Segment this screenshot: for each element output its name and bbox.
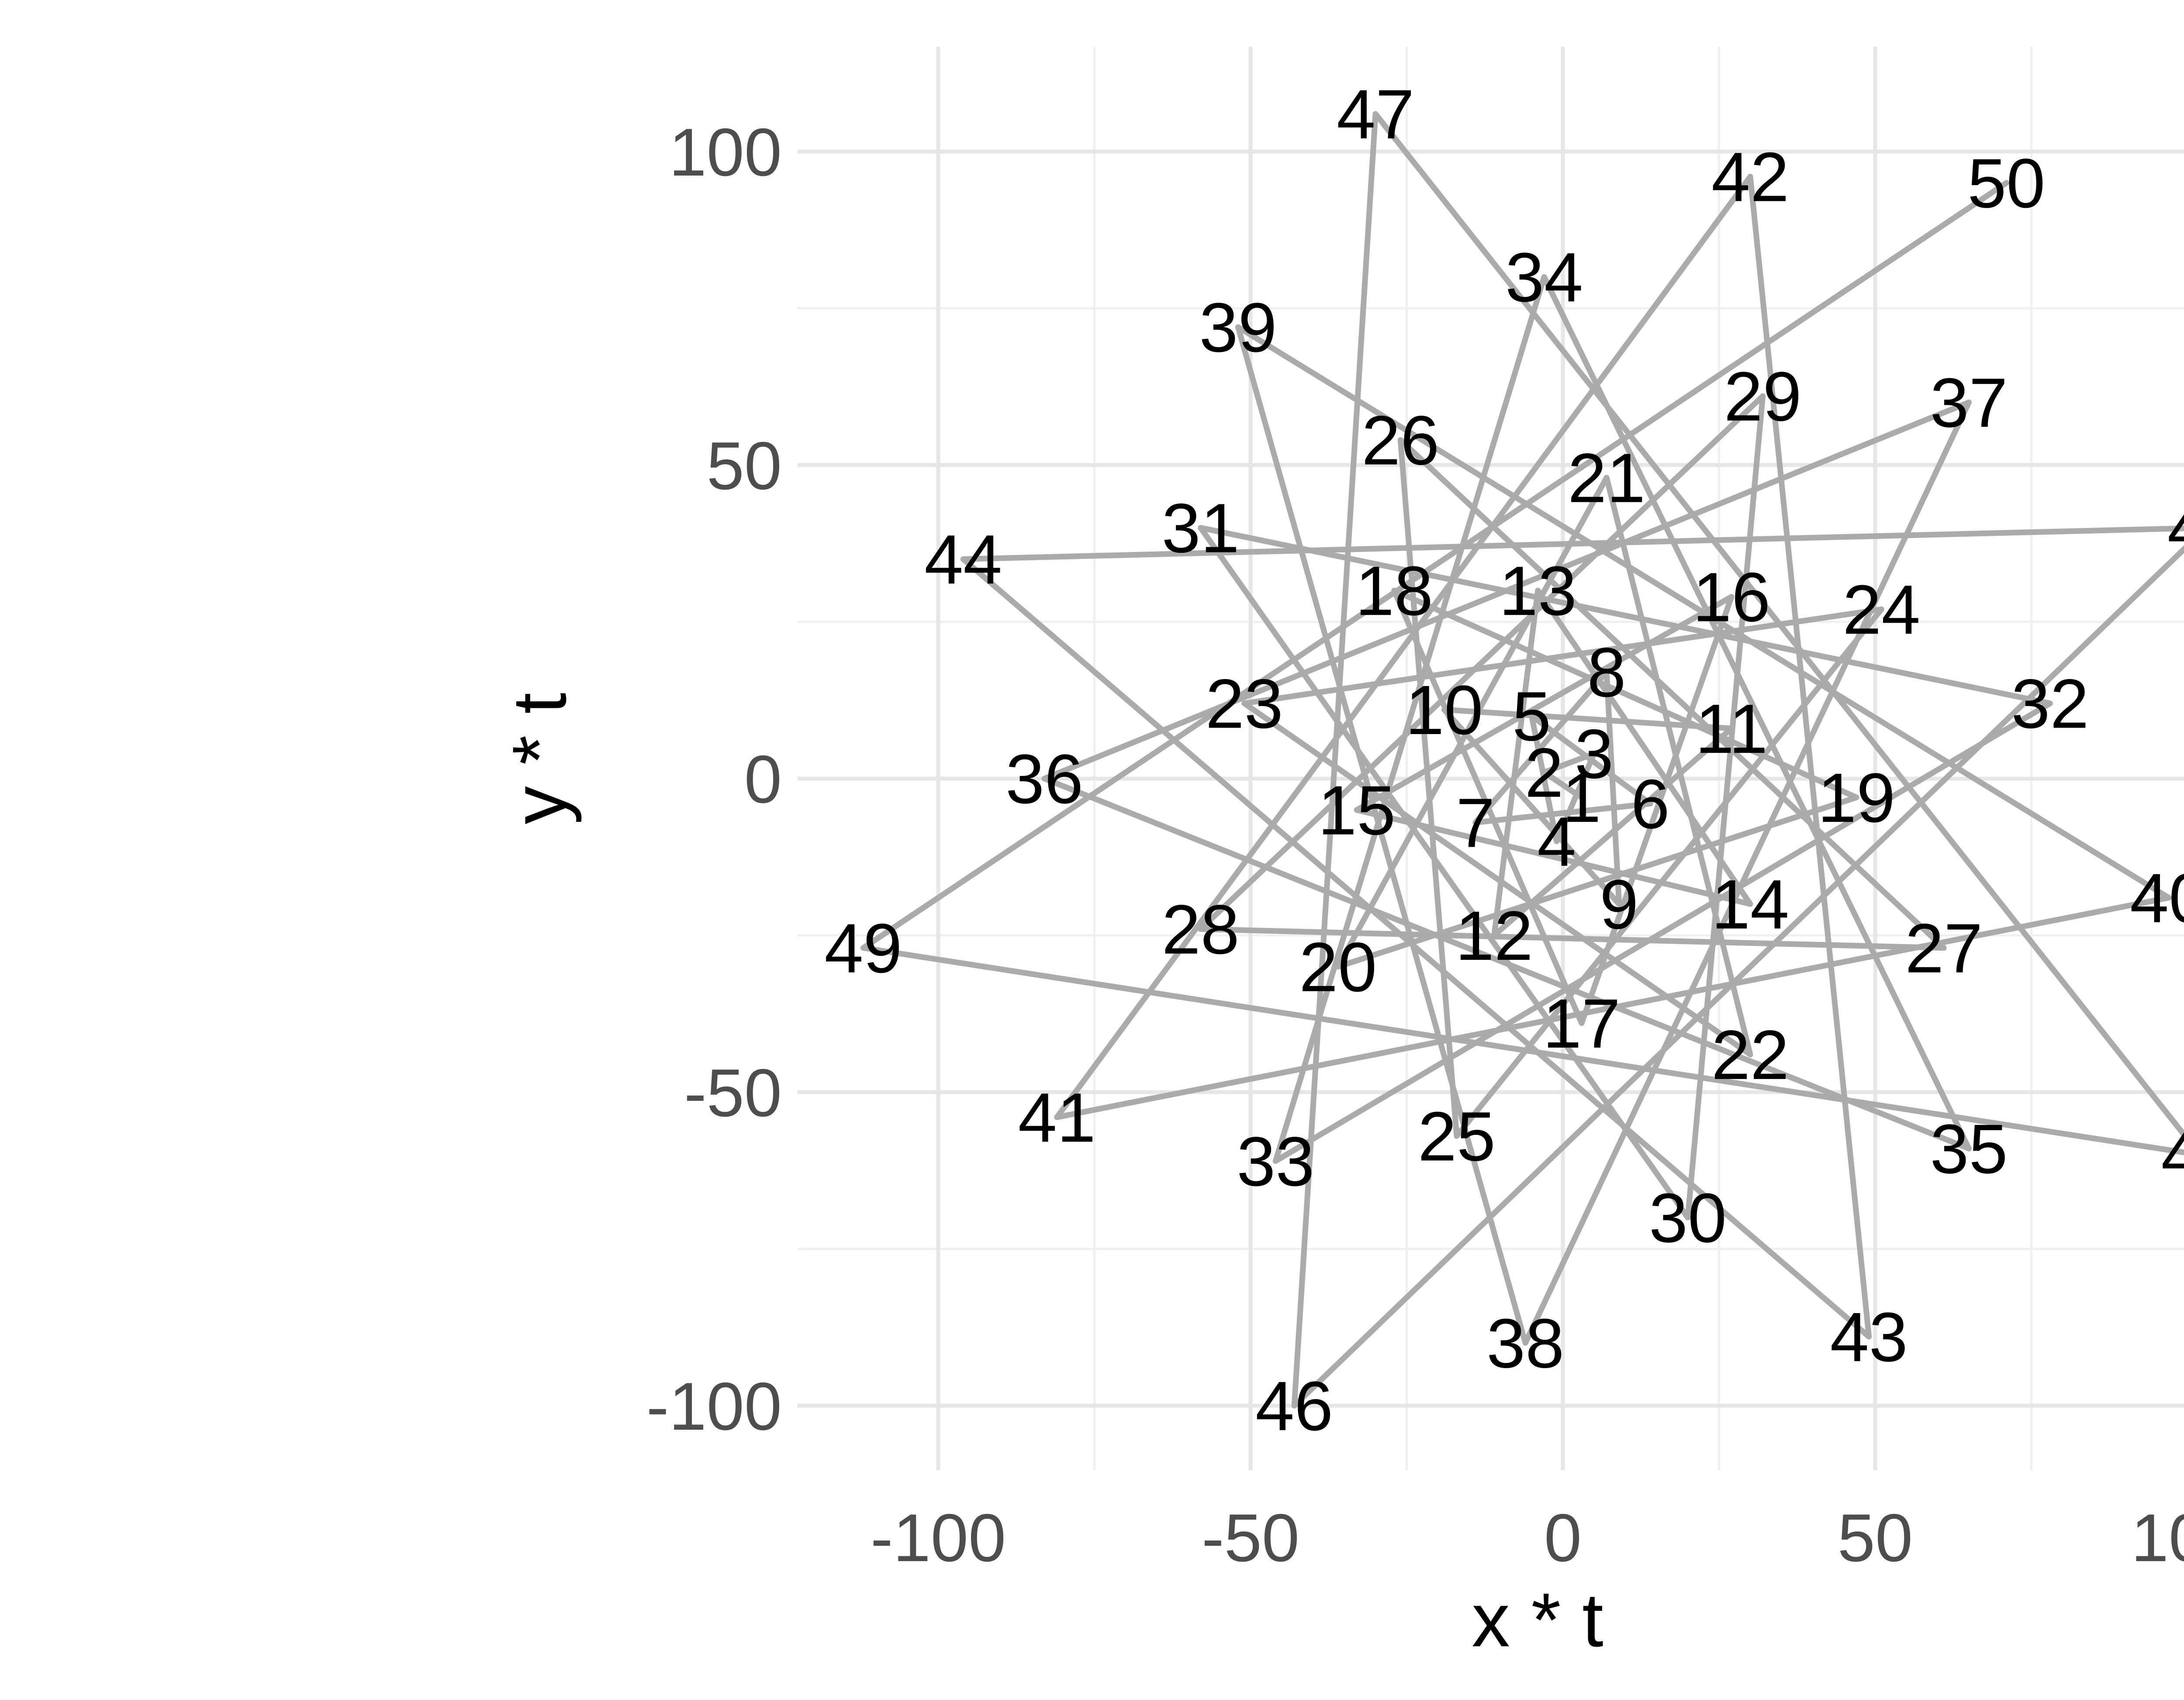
point-label-1: 1 <box>1562 759 1601 837</box>
point-label-19: 19 <box>1818 759 1895 837</box>
point-label-27: 27 <box>1905 909 1983 987</box>
point-label-37: 37 <box>1930 363 2008 441</box>
point-label-45: 45 <box>2167 489 2184 567</box>
gridlines-major <box>798 47 2184 1470</box>
point-label-40: 40 <box>2130 859 2184 937</box>
point-label-2: 2 <box>1525 734 1564 812</box>
point-label-38: 38 <box>1486 1304 1564 1382</box>
point-label-17: 17 <box>1543 984 1621 1062</box>
point-label-32: 32 <box>2011 665 2089 743</box>
point-label-13: 13 <box>1499 552 1577 630</box>
point-label-49: 49 <box>824 909 902 987</box>
x-tick-label-50: 50 <box>1838 1500 1913 1576</box>
point-label-16: 16 <box>1693 558 1770 636</box>
x-tick-label--100: -100 <box>871 1500 1006 1576</box>
y-tick-label--50: -50 <box>684 1055 782 1131</box>
spiral-path-line <box>860 111 2184 1409</box>
y-tick-label-0: 0 <box>744 741 782 817</box>
point-label-36: 36 <box>1006 740 1083 818</box>
point-label-26: 26 <box>1362 401 1439 479</box>
point-label-18: 18 <box>1355 552 1433 630</box>
point-label-33: 33 <box>1237 1122 1314 1200</box>
point-label-50: 50 <box>1967 144 2045 222</box>
point-label-7: 7 <box>1456 784 1495 862</box>
point-label-25: 25 <box>1418 1097 1496 1176</box>
y-axis-title: y * t <box>497 693 582 824</box>
point-label-5: 5 <box>1512 677 1551 755</box>
x-tick-label-0: 0 <box>1544 1500 1582 1576</box>
point-label-24: 24 <box>1842 570 1920 648</box>
point-label-47: 47 <box>1337 75 1414 153</box>
point-label-23: 23 <box>1206 665 1283 743</box>
point-label-22: 22 <box>1711 1016 1789 1094</box>
y-tick-label-50: 50 <box>707 428 782 503</box>
point-label-8: 8 <box>1587 633 1626 711</box>
point-label-20: 20 <box>1299 928 1377 1006</box>
point-label-41: 41 <box>1018 1078 1096 1156</box>
point-label-10: 10 <box>1405 671 1483 749</box>
point-label-9: 9 <box>1600 865 1638 943</box>
x-tick-label-100: 100 <box>2131 1500 2184 1576</box>
point-label-14: 14 <box>1711 865 1789 943</box>
x-tick-label--50: -50 <box>1202 1500 1299 1576</box>
point-label-43: 43 <box>1830 1298 1908 1376</box>
y-tick-label-100: 100 <box>669 114 782 190</box>
spiral-path <box>860 111 2184 1409</box>
point-label-4: 4 <box>1537 803 1576 881</box>
point-label-44: 44 <box>924 520 1002 598</box>
point-label-31: 31 <box>1162 489 1240 567</box>
x-axis-title: x * t <box>1472 1578 1603 1663</box>
point-label-6: 6 <box>1631 765 1670 843</box>
point-label-11: 11 <box>1695 690 1768 768</box>
point-label-28: 28 <box>1162 890 1240 969</box>
point-label-46: 46 <box>1255 1367 1333 1445</box>
point-label-29: 29 <box>1724 357 1802 435</box>
y-axis-tick-labels: -100 -50 0 50 100 <box>646 114 782 1444</box>
point-label-42: 42 <box>1711 138 1789 216</box>
point-label-48: 48 <box>2161 1116 2184 1194</box>
point-label-3: 3 <box>1575 715 1614 793</box>
point-label-15: 15 <box>1318 771 1396 849</box>
x-axis-tick-labels: -100 -50 0 50 100 <box>871 1500 2184 1576</box>
point-label-39: 39 <box>1199 288 1277 366</box>
y-tick-label--100: -100 <box>646 1369 782 1444</box>
point-label-21: 21 <box>1568 439 1645 517</box>
point-label-30: 30 <box>1649 1179 1727 1257</box>
point-label-35: 35 <box>1930 1110 2008 1188</box>
point-label-12: 12 <box>1455 897 1533 975</box>
point-label-34: 34 <box>1505 238 1583 316</box>
